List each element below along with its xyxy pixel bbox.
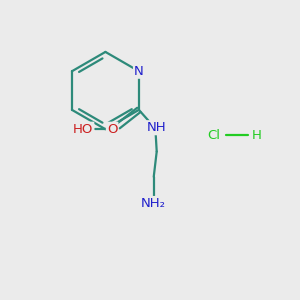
Text: Cl: Cl [207, 129, 220, 142]
Text: O: O [107, 123, 117, 136]
Text: NH₂: NH₂ [141, 197, 166, 210]
Text: H: H [252, 129, 262, 142]
Text: N: N [134, 65, 144, 78]
Text: NH: NH [147, 121, 167, 134]
Text: HO: HO [73, 123, 93, 136]
